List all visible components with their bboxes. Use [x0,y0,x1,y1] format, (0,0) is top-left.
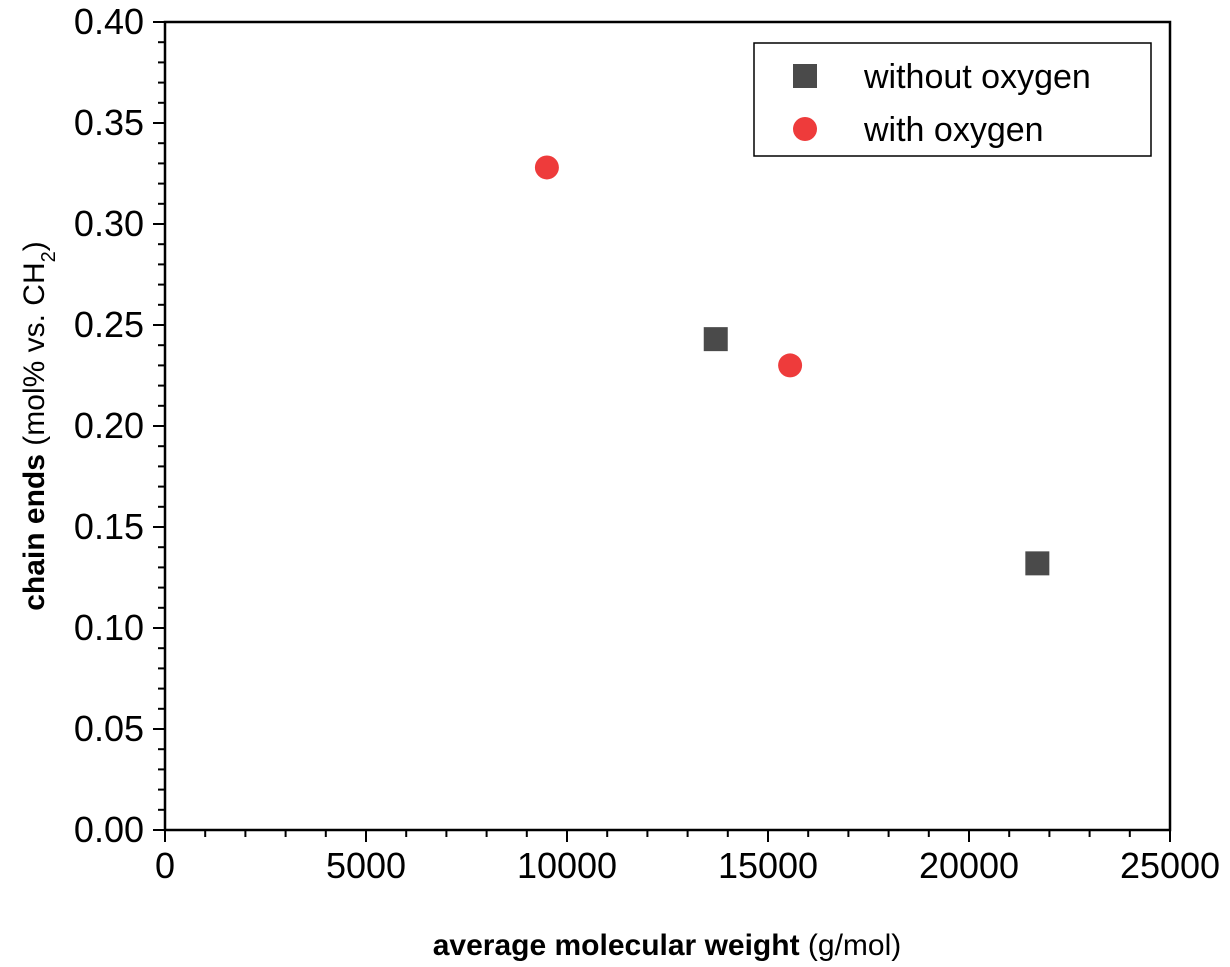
y-axis-title-bold: chain ends [18,454,51,611]
y-tick-label: 0.15 [74,506,144,547]
legend-items: without oxygen with oxygen [793,58,1091,149]
y-tick-label: 0.20 [74,405,144,446]
x-axis-title-unit: (g/mol) [800,929,902,962]
x-axis-title: average molecular weight (g/mol) [433,929,902,962]
data-points [534,155,1050,576]
y-tick-label: 0.30 [74,203,144,244]
x-tick-label: 15000 [718,845,818,886]
legend-box [753,42,1152,157]
y-tick-label: 0.25 [74,304,144,345]
axis-ticks [153,21,1171,842]
y-axis-title-unit: (mol% vs. CH [18,262,51,454]
legend: without oxygen with oxygen [753,42,1152,157]
x-axis-title-bold: average molecular weight [433,929,800,962]
point-square [703,327,728,352]
x-tick-label: 0 [155,845,175,886]
y-tick-label: 0.05 [74,708,144,749]
y-axis-title-subscript: 2 [38,251,60,262]
point-circle [534,155,559,180]
legend-marker-circle [793,117,817,141]
y-axis-title: chain ends (mol% vs. CH2) [18,241,60,611]
x-tick-label: 5000 [326,845,406,886]
x-tick-label: 10000 [517,845,617,886]
legend-marker-square [793,64,817,88]
point-circle [778,353,803,378]
point-square [1025,551,1050,576]
y-tick-label: 0.40 [74,1,144,42]
legend-label: with oxygen [863,111,1044,149]
x-tick-label: 25000 [1120,845,1220,886]
y-tick-label: 0.00 [74,809,144,850]
y-tick-label: 0.10 [74,607,144,648]
y-tick-label: 0.35 [74,102,144,143]
axis-tick-labels: 0 5000 10000 15000 20000 25000 0.00 0.05 0.10 0.1… [74,1,1220,886]
x-tick-label: 20000 [919,845,1019,886]
y-axis-title-close: ) [18,241,51,251]
legend-label: without oxygen [863,58,1091,96]
